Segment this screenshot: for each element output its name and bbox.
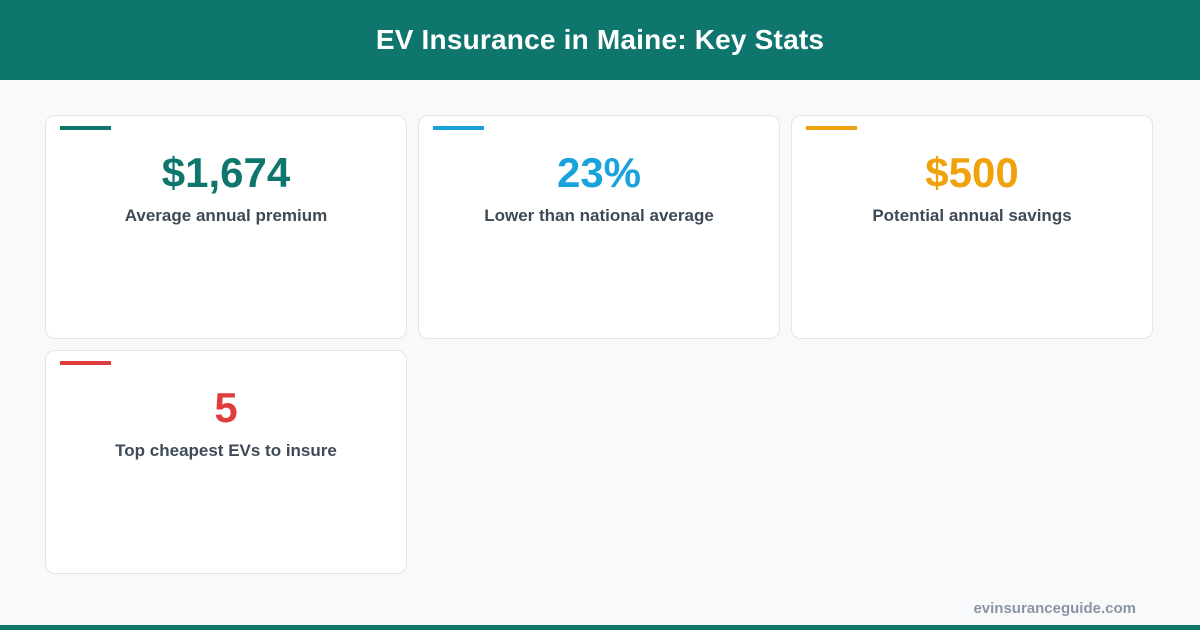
card-accent-bar [60,126,111,130]
card-accent-bar [433,126,484,130]
stat-value: 5 [214,384,238,431]
header-banner: EV Insurance in Maine: Key Stats [0,0,1200,80]
stat-label: Top cheapest EVs to insure [115,441,337,460]
stat-value: $1,674 [161,149,291,196]
site-url: evinsuranceguide.com [973,600,1136,617]
stat-label: Average annual premium [124,206,328,225]
stat-card-lower-than-national: 23% Lower than national average [418,115,780,339]
stat-card-average-premium: $1,674 Average annual premium [45,115,407,339]
stat-value: 23% [556,149,642,196]
stat-card-cheapest-evs: 5 Top cheapest EVs to insure [45,350,407,574]
page-title: EV Insurance in Maine: Key Stats [375,24,825,55]
stat-card-potential-savings: $500 Potential annual savings [791,115,1153,339]
bottom-accent-bar [0,625,1200,630]
stat-label: Lower than national average [484,206,714,225]
card-accent-bar [60,361,111,365]
card-accent-bar [806,126,857,130]
stat-label: Potential annual savings [872,206,1072,225]
stat-value: $500 [925,149,1019,196]
